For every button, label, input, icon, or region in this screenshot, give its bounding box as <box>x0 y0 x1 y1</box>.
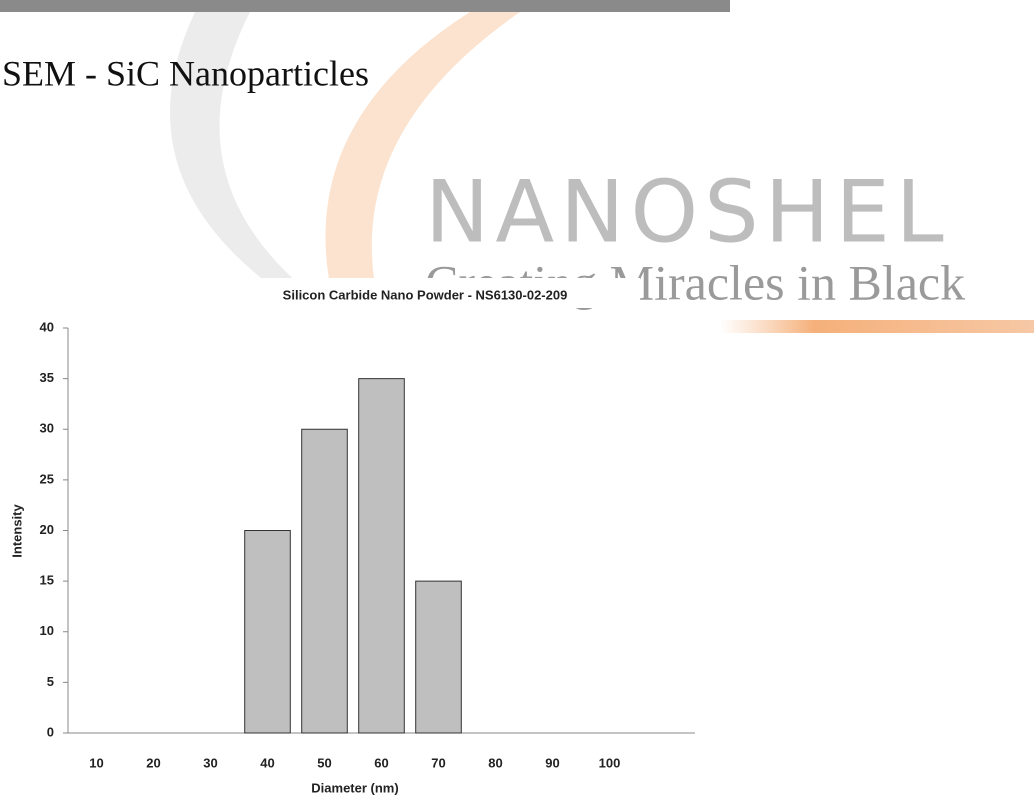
x-tick-label: 20 <box>146 755 160 770</box>
y-axis-title: Intensity <box>9 504 24 558</box>
page: SEM - SiC Nanoparticles NANOSHEL Creatin… <box>0 0 1034 805</box>
x-tick-label: 90 <box>545 755 559 770</box>
y-tick-label: 15 <box>40 573 54 588</box>
heading: SEM - SiC Nanoparticles <box>2 53 369 93</box>
x-tick-label: 100 <box>599 755 621 770</box>
x-tick-label: 10 <box>89 755 103 770</box>
logo-name: NANOSHEL <box>425 162 950 262</box>
x-tick-label: 50 <box>317 755 331 770</box>
y-tick-label: 20 <box>40 522 54 537</box>
y-tick-label: 30 <box>40 421 54 436</box>
sem-image-strip <box>0 0 730 12</box>
y-tick-label: 25 <box>40 471 54 486</box>
bar <box>359 379 405 733</box>
y-tick-label: 35 <box>40 370 54 385</box>
logo-bar <box>720 320 1034 333</box>
x-tick-label: 40 <box>260 755 274 770</box>
y-tick-label: 5 <box>47 674 54 689</box>
x-axis-title: Diameter (nm) <box>311 780 398 795</box>
chart-title: Silicon Carbide Nano Powder - NS6130-02-… <box>283 287 568 302</box>
bar <box>416 581 462 733</box>
bar <box>245 531 291 734</box>
x-tick-label: 30 <box>203 755 217 770</box>
page-canvas: SEM - SiC Nanoparticles NANOSHEL Creatin… <box>0 0 1034 805</box>
y-tick-label: 40 <box>40 319 54 334</box>
x-tick-label: 60 <box>374 755 388 770</box>
bar <box>302 429 348 733</box>
y-tick-label: 0 <box>47 724 54 739</box>
x-tick-label: 70 <box>431 755 445 770</box>
y-tick-label: 10 <box>40 623 54 638</box>
x-tick-label: 80 <box>488 755 502 770</box>
